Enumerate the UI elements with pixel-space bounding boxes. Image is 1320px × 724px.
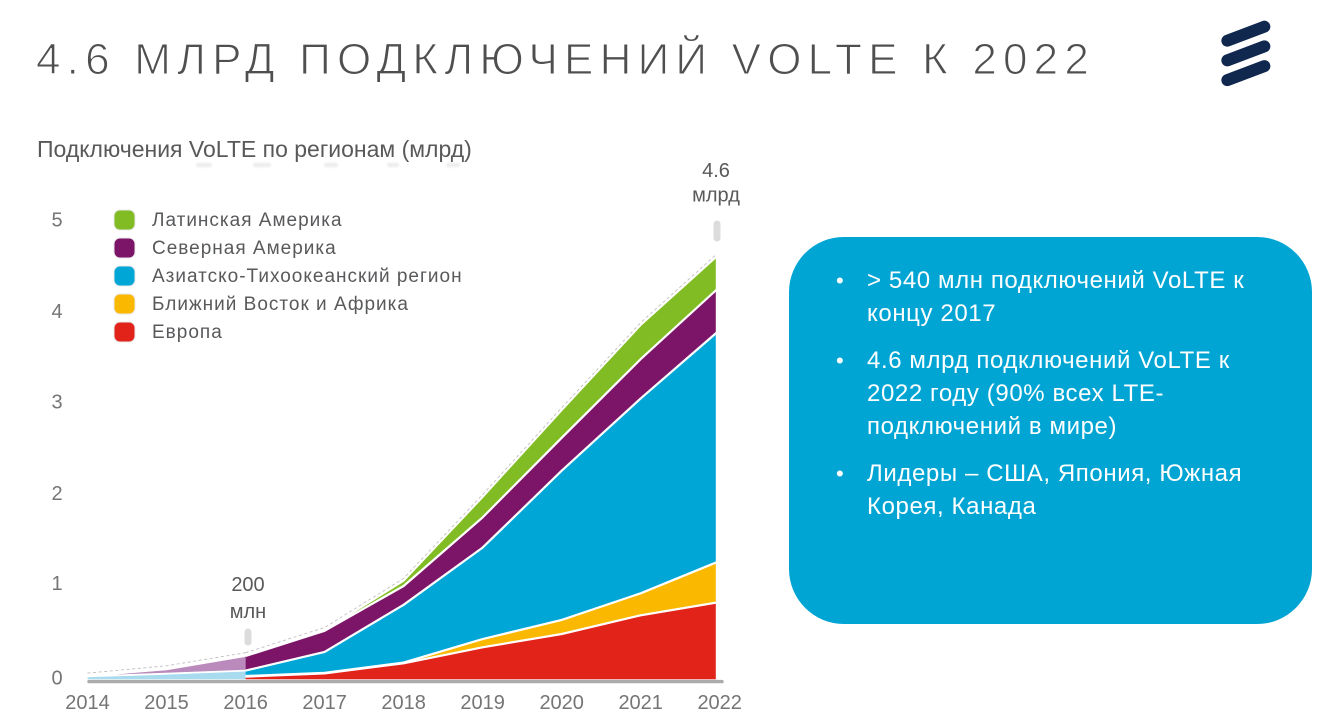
svg-text:млрд: млрд bbox=[692, 185, 740, 207]
svg-text:200: 200 bbox=[231, 574, 264, 596]
svg-text:2017: 2017 bbox=[302, 692, 347, 714]
svg-text:3: 3 bbox=[51, 391, 62, 413]
svg-text:Латинская Америка: Латинская Америка bbox=[152, 210, 343, 231]
svg-text:4.6: 4.6 bbox=[702, 160, 730, 182]
svg-text:Азиатско-Тихоокеанский регион: Азиатско-Тихоокеанский регион bbox=[152, 266, 463, 287]
svg-text:млн: млн bbox=[230, 601, 266, 623]
svg-text:2019: 2019 bbox=[460, 692, 505, 714]
svg-text:2014: 2014 bbox=[65, 692, 110, 714]
svg-text:0: 0 bbox=[51, 668, 62, 690]
svg-text:2015: 2015 bbox=[144, 692, 189, 714]
svg-text:2: 2 bbox=[51, 483, 62, 505]
svg-text:Ближний Восток и Африка: Ближний Восток и Африка bbox=[152, 294, 409, 315]
svg-text:2021: 2021 bbox=[618, 692, 663, 714]
svg-text:2020: 2020 bbox=[539, 692, 584, 714]
svg-text:2016: 2016 bbox=[223, 692, 268, 714]
svg-text:1: 1 bbox=[51, 573, 62, 595]
svg-text:5: 5 bbox=[51, 210, 62, 232]
svg-text:2022: 2022 bbox=[697, 692, 742, 714]
svg-text:Европа: Европа bbox=[152, 322, 223, 343]
svg-text:4: 4 bbox=[51, 301, 62, 323]
svg-text:2018: 2018 bbox=[381, 692, 426, 714]
svg-text:Северная Америка: Северная Америка bbox=[152, 238, 337, 259]
